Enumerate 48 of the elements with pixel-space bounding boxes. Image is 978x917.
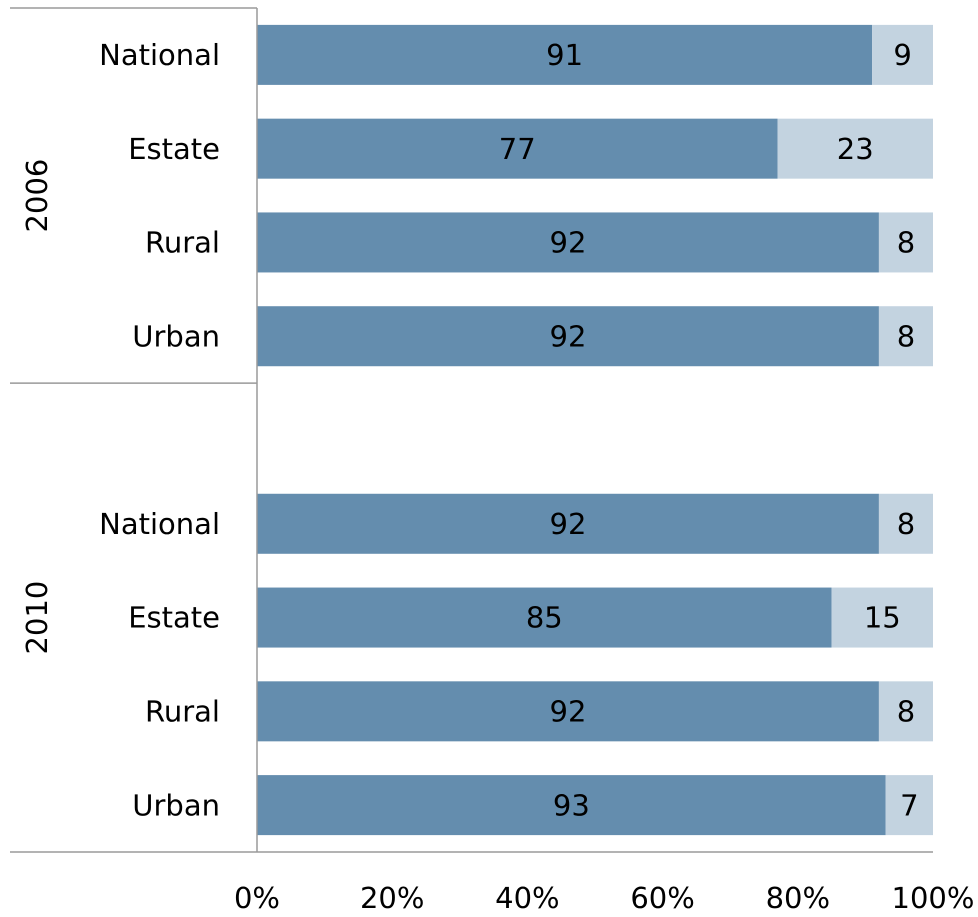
x-tick-label: 20% (360, 881, 424, 916)
x-tick-label: 40% (495, 881, 560, 916)
bar (872, 24, 933, 85)
data-label: 7 (900, 788, 919, 822)
x-tick-label: 80% (766, 881, 830, 916)
bar (886, 775, 933, 836)
bar (257, 118, 778, 179)
bar (257, 24, 872, 85)
y-tick-label: National (99, 506, 220, 541)
y-tick-label: Rural (145, 226, 220, 260)
bar (778, 118, 933, 179)
y-tick-label: National (99, 38, 220, 72)
y-tick-label: Rural (145, 694, 220, 728)
bar (257, 588, 832, 648)
data-label: 91 (546, 38, 584, 72)
bar (257, 494, 879, 554)
y-tick-label: Estate (128, 600, 220, 635)
data-label: 92 (550, 319, 586, 354)
data-label: 15 (864, 600, 901, 635)
data-label: 8 (896, 226, 916, 260)
x-tick-label: 60% (630, 881, 695, 916)
data-label: 8 (896, 319, 916, 354)
bar (878, 212, 933, 272)
y-tick-label: Estate (128, 132, 220, 166)
x-tick-label: 100% (892, 881, 974, 916)
bar (257, 681, 879, 742)
bar (878, 306, 933, 366)
data-label: 92 (550, 694, 586, 728)
data-label: 92 (550, 506, 586, 541)
bar (257, 212, 879, 272)
data-label: 85 (526, 600, 563, 635)
data-label: 9 (893, 38, 912, 72)
bar (832, 588, 933, 648)
bar (257, 306, 879, 366)
data-label: 23 (836, 132, 874, 166)
bar (878, 494, 933, 554)
x-tick-label: 0% (234, 881, 280, 916)
data-label: 8 (896, 694, 916, 728)
data-label: 92 (550, 226, 586, 260)
y-tick-label: Urban (132, 788, 220, 822)
text: 2010 (20, 580, 54, 654)
bar (878, 681, 933, 742)
y-tick-label: Urban (132, 319, 220, 354)
text: 2006 (20, 158, 54, 232)
bar (257, 775, 886, 836)
data-label: 77 (498, 132, 536, 166)
data-label: 93 (552, 788, 590, 822)
data-label: 8 (896, 506, 916, 541)
